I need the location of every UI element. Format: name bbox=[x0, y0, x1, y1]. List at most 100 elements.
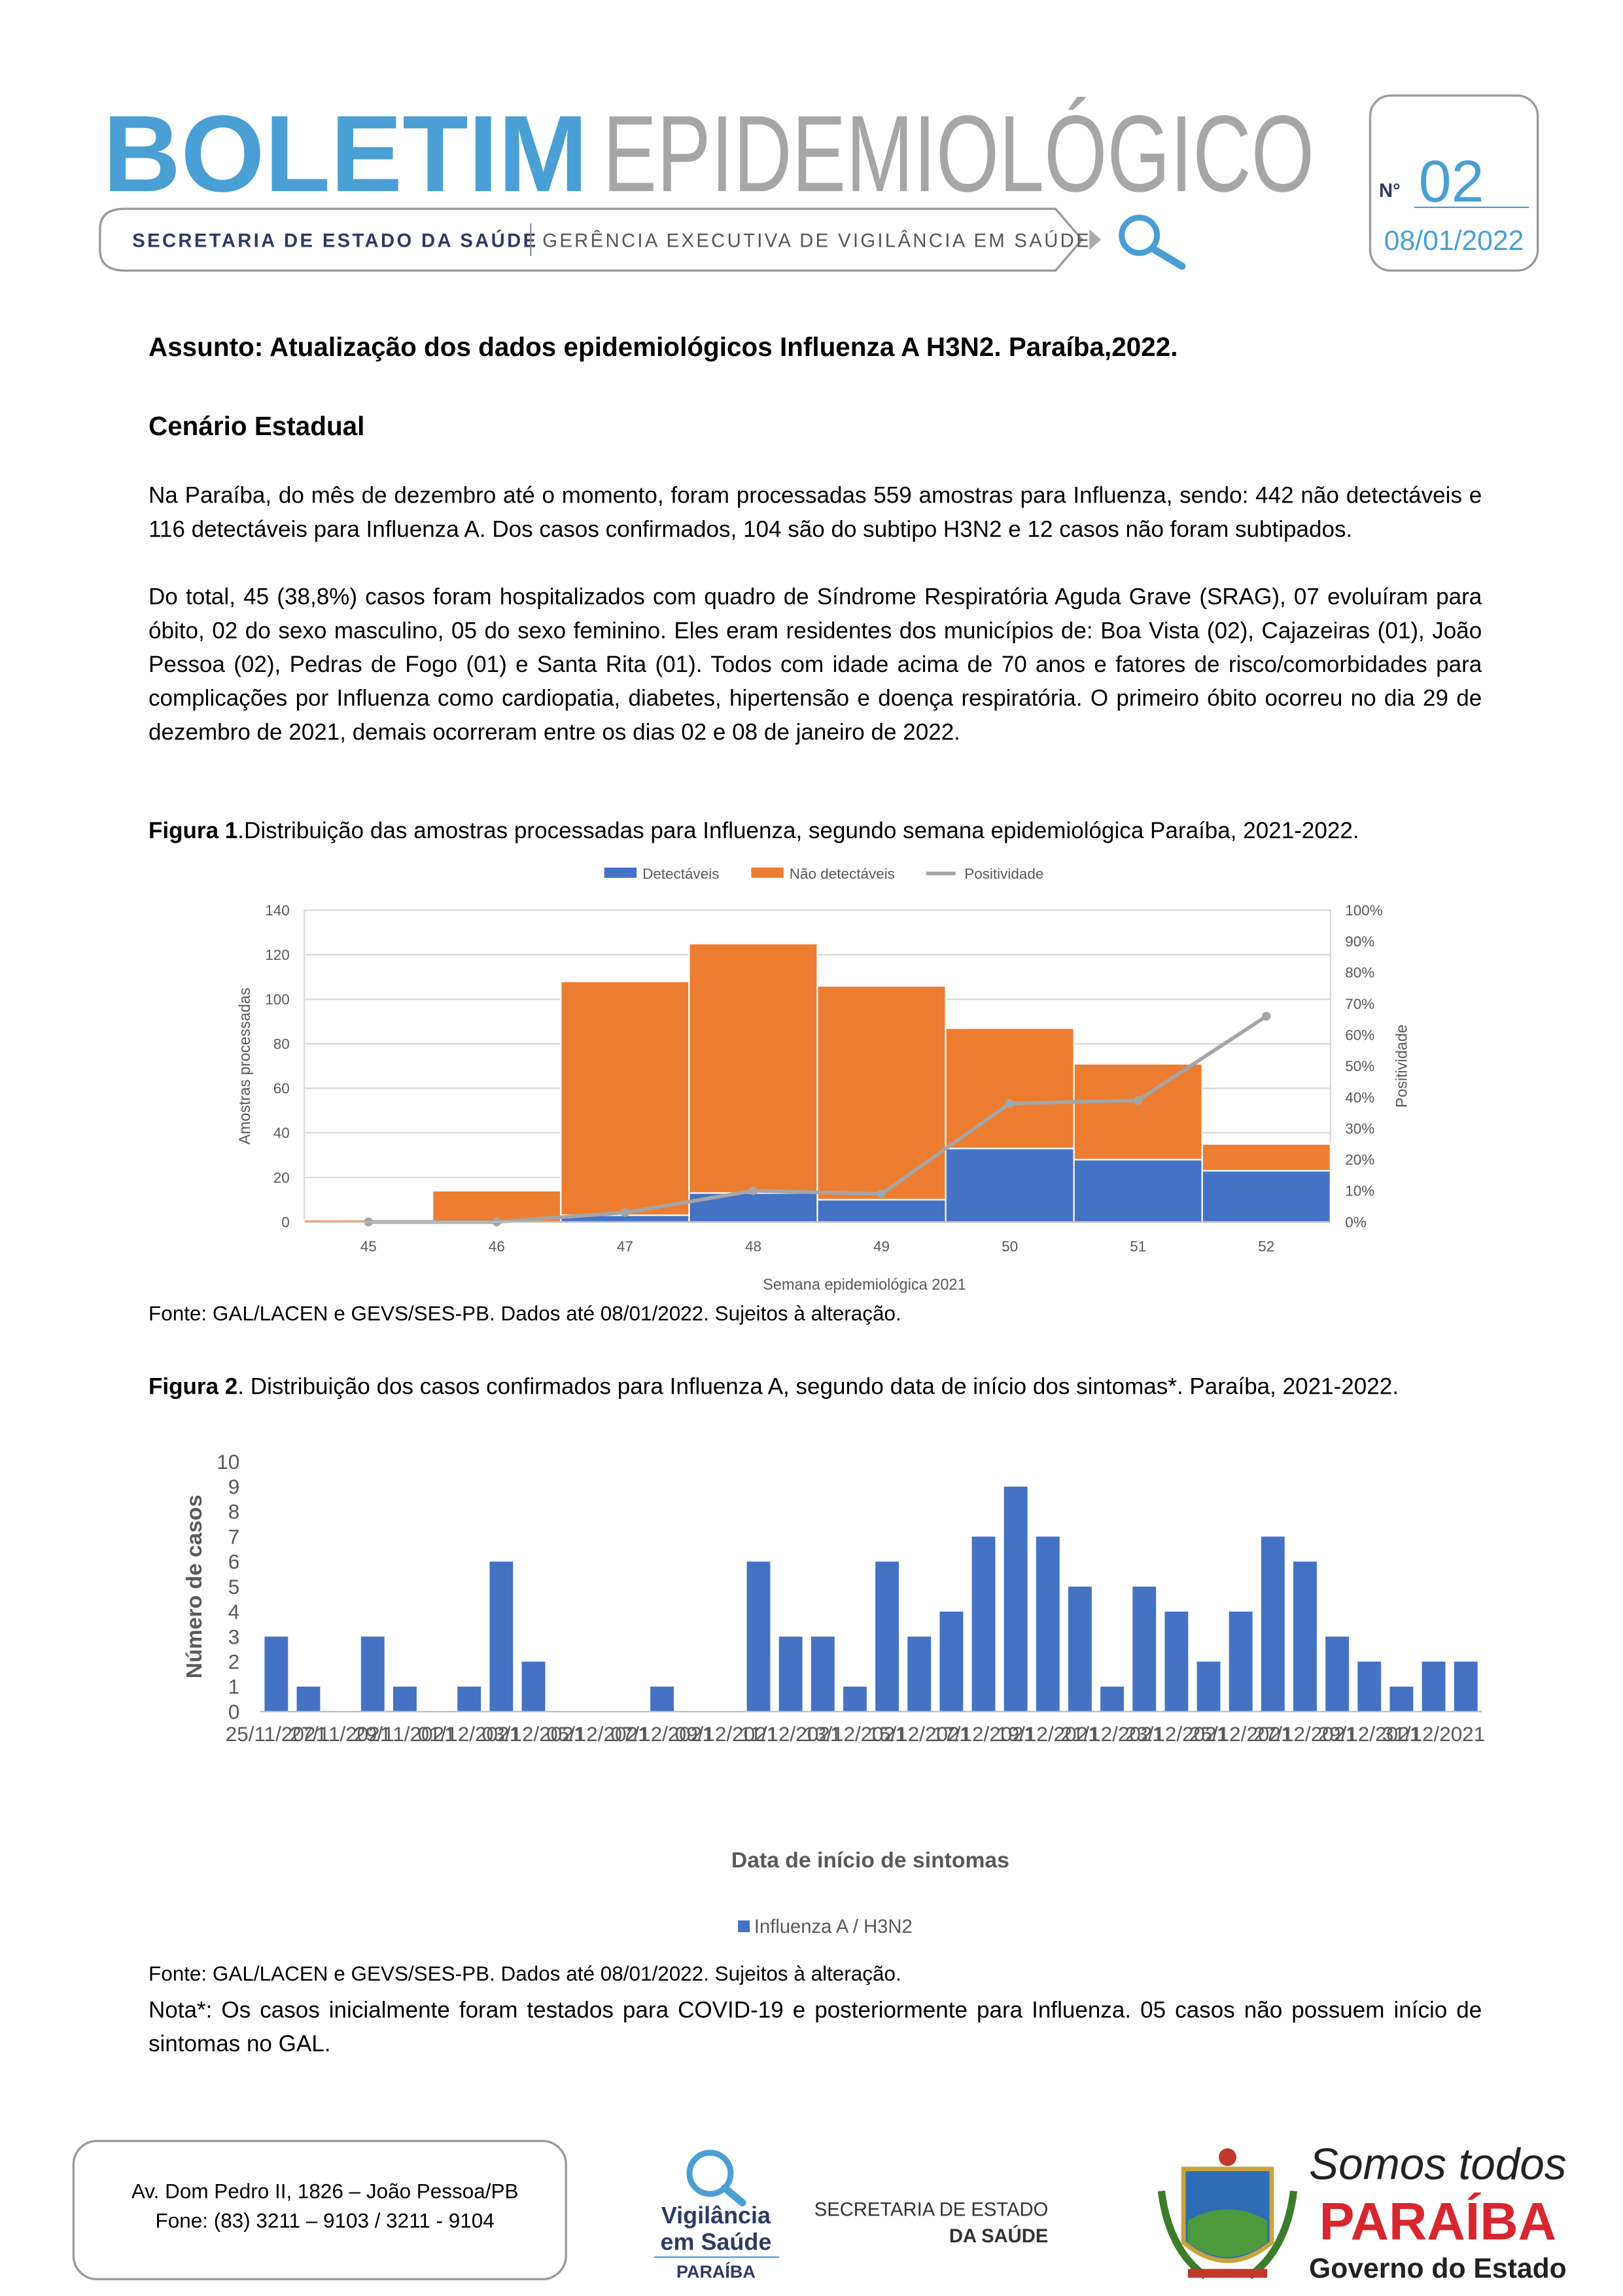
y-tick-label: 120 bbox=[265, 947, 290, 963]
bar bbox=[432, 1190, 562, 1223]
bar bbox=[1100, 1686, 1125, 1712]
y2-tick-label: 40% bbox=[1345, 1089, 1374, 1106]
x-tick-label: 48 bbox=[745, 1238, 761, 1254]
bar bbox=[778, 1636, 803, 1712]
bar bbox=[457, 1686, 481, 1712]
y2-tick-label: 10% bbox=[1345, 1183, 1374, 1199]
division: GERÊNCIA EXECUTIVA DE VIGILÂNCIA EM SAÚD… bbox=[542, 230, 1091, 252]
bar bbox=[1229, 1612, 1253, 1712]
bar bbox=[811, 1636, 835, 1712]
number: 02 bbox=[1419, 149, 1484, 215]
bar bbox=[1357, 1661, 1382, 1712]
y-tick-label: 6 bbox=[228, 1551, 240, 1574]
bar bbox=[746, 1561, 771, 1712]
y-tick-label: 4 bbox=[228, 1600, 240, 1623]
y2-tick-label: 80% bbox=[1345, 964, 1374, 981]
point bbox=[1262, 1012, 1271, 1021]
coat-of-arms bbox=[1157, 2148, 1298, 2280]
subtitle-box bbox=[99, 207, 1084, 272]
bar bbox=[1068, 1586, 1092, 1712]
figure-source: Fonte: GAL/LACEN e GEVS/SES-PB. Dados at… bbox=[148, 1301, 901, 1325]
bar bbox=[907, 1636, 932, 1712]
line bbox=[368, 1014, 1268, 1224]
y-axis-title: Número de casos bbox=[182, 1494, 207, 1678]
x-tick-label: 03/12/2021 bbox=[482, 1723, 585, 1746]
bar bbox=[843, 1686, 867, 1712]
x-tick-label: 50 bbox=[1002, 1238, 1018, 1254]
note: Nota*: Os casos inicialmente foram testa… bbox=[148, 1998, 1482, 2057]
y2-tick-label: 0% bbox=[1345, 1214, 1366, 1230]
bar bbox=[1422, 1661, 1446, 1712]
y-tick-label: 10 bbox=[217, 1451, 239, 1474]
y2-tick-label: 60% bbox=[1345, 1027, 1374, 1044]
arrow bbox=[1089, 229, 1102, 251]
bar bbox=[939, 1612, 964, 1712]
x-tick-label: 19/12/2021 bbox=[996, 1723, 1099, 1746]
x-tick-label: 25/12/2021 bbox=[1189, 1723, 1292, 1746]
bar bbox=[1196, 1661, 1221, 1712]
figure-label: Figura 1 bbox=[148, 819, 238, 844]
point bbox=[1005, 1099, 1015, 1108]
bar bbox=[1073, 1063, 1203, 1161]
y-tick-label: 7 bbox=[228, 1525, 240, 1548]
bar bbox=[1132, 1586, 1157, 1712]
address: Av. Dom Pedro II, 1826 – João Pessoa/PB bbox=[131, 2180, 519, 2203]
x-tick-label: 05/12/2021 bbox=[546, 1723, 649, 1746]
y-tick-label: 60 bbox=[273, 1080, 290, 1097]
magnifier-handle bbox=[1149, 245, 1186, 270]
point bbox=[877, 1189, 886, 1199]
y2-tick-label: 90% bbox=[1345, 934, 1374, 950]
y-tick-label: 9 bbox=[228, 1475, 240, 1498]
secretaria-text: DA SAÚDE bbox=[949, 2225, 1048, 2247]
bar bbox=[360, 1636, 385, 1712]
x-tick-label: 01/12/2021 bbox=[418, 1723, 521, 1746]
title-light: EPIDEMIOLÓGICO bbox=[602, 93, 1314, 215]
x-tick-label: 11/12/2021 bbox=[740, 1723, 841, 1746]
x-tick-label: 29/11/2021 bbox=[354, 1723, 455, 1746]
x-tick-label: 27/12/2021 bbox=[1253, 1723, 1356, 1746]
bar bbox=[489, 1561, 514, 1712]
title-bold: BOLETIM bbox=[103, 93, 588, 215]
x-tick-label: 23/12/2021 bbox=[1125, 1723, 1228, 1746]
point bbox=[620, 1208, 630, 1217]
caption-text: .Distribuição das amostras processadas p… bbox=[237, 819, 1359, 844]
x-axis-title: Data de início de sintomas bbox=[731, 1848, 1009, 1873]
y-tick-label: 2 bbox=[228, 1650, 240, 1673]
x-tick-label: 15/12/2021 bbox=[868, 1723, 971, 1746]
x-tick-label: 47 bbox=[617, 1238, 633, 1254]
x-tick-label: 52 bbox=[1258, 1238, 1274, 1254]
x-tick-label: 07/12/2021 bbox=[610, 1723, 713, 1746]
figure-caption: Figura 1.Distribuição das amostras proce… bbox=[148, 815, 1482, 849]
logo-handle bbox=[721, 2184, 746, 2207]
x-tick-label: 51 bbox=[1130, 1238, 1146, 1254]
bar bbox=[1073, 1159, 1203, 1223]
x-tick-label: 25/11/2021 bbox=[226, 1723, 327, 1746]
legend-swatch bbox=[604, 867, 637, 878]
y2-axis-title: Positividade bbox=[1393, 1025, 1410, 1108]
logo-text: em Saúde bbox=[661, 2228, 772, 2255]
secretaria-text: SECRETARIA DE ESTADO bbox=[814, 2200, 1049, 2221]
logo-magnifier bbox=[686, 2149, 734, 2197]
logo-text: PARAÍBA bbox=[676, 2261, 756, 2282]
x-tick-label: 45 bbox=[360, 1238, 377, 1254]
bar bbox=[1454, 1661, 1478, 1712]
bar bbox=[521, 1661, 546, 1712]
bar bbox=[264, 1636, 288, 1712]
number-box bbox=[1369, 94, 1539, 272]
x-tick-label: 17/12/2021 bbox=[932, 1723, 1035, 1746]
paragraph: Do total, 45 (38,8%) casos foram hospita… bbox=[148, 585, 1482, 746]
legend-label: Não detectáveis bbox=[790, 866, 895, 882]
figure-label: Figura 2 bbox=[148, 1375, 238, 1400]
x-tick-label: 27/11/2021 bbox=[290, 1723, 391, 1746]
x-tick-label: 29/12/2021 bbox=[1318, 1723, 1421, 1746]
bar bbox=[296, 1686, 321, 1712]
y-tick-label: 100 bbox=[265, 991, 290, 1008]
bar bbox=[393, 1686, 417, 1712]
y-tick-label: 0 bbox=[228, 1701, 240, 1723]
slogan: Somos todos bbox=[1309, 2140, 1566, 2189]
y-tick-label: 8 bbox=[228, 1500, 240, 1523]
x-axis-title: Semana epidemiológica 2021 bbox=[763, 1276, 966, 1293]
point bbox=[748, 1186, 758, 1195]
